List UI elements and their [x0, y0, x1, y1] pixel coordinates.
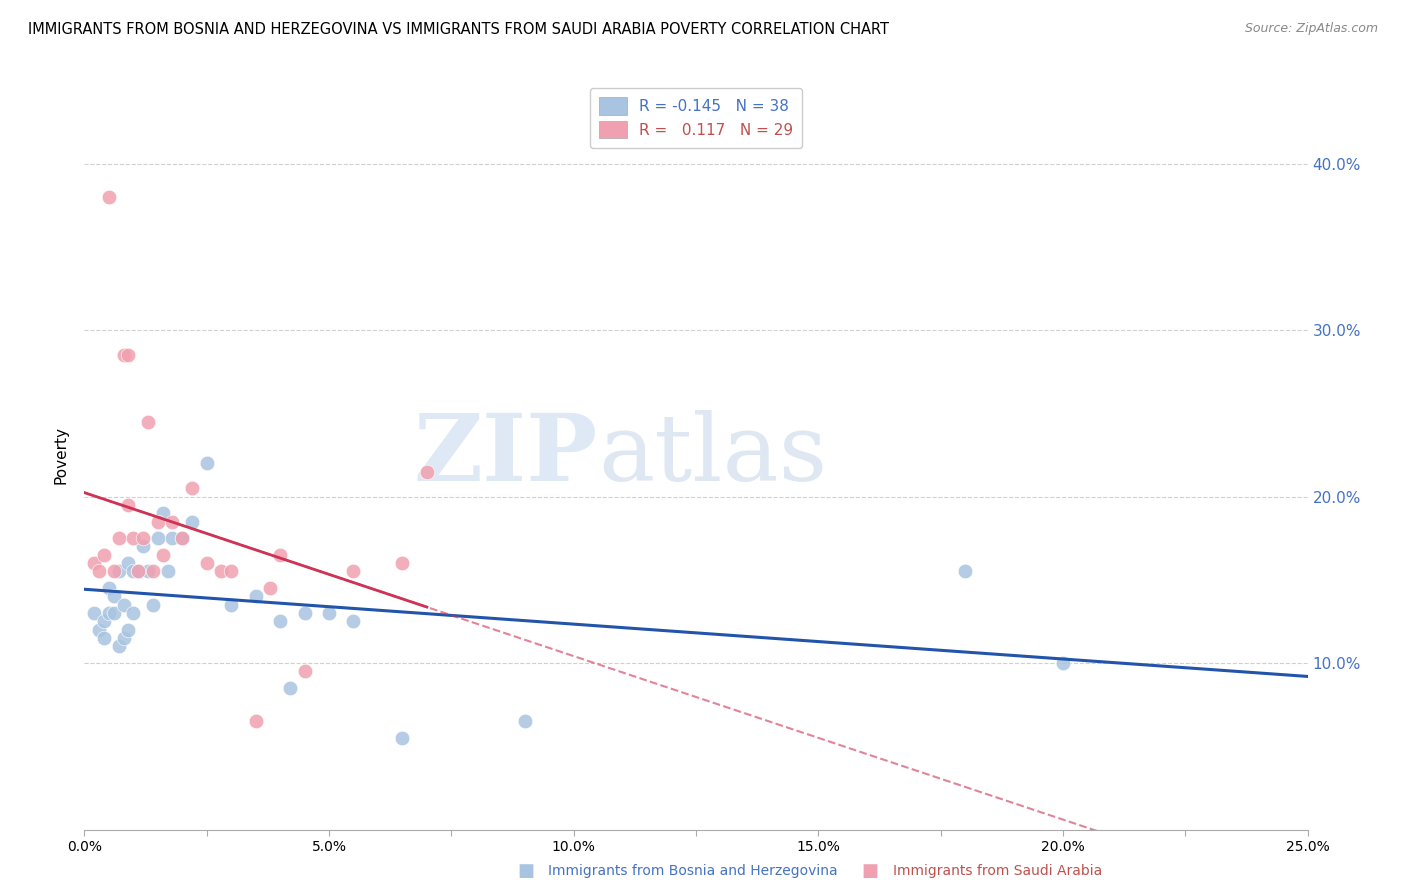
Point [294, 665, 316, 679]
Point [87, 623, 110, 637]
Point [342, 565, 364, 579]
Point [146, 515, 169, 529]
Point [127, 565, 149, 579]
Point [142, 565, 165, 579]
Point [342, 615, 364, 629]
Point [156, 565, 179, 579]
Point [93, 615, 115, 629]
Point [1052, 656, 1074, 670]
Point [122, 565, 145, 579]
Text: IMMIGRANTS FROM BOSNIA AND HERZEGOVINA VS IMMIGRANTS FROM SAUDI ARABIA POVERTY C: IMMIGRANTS FROM BOSNIA AND HERZEGOVINA V… [28, 22, 889, 37]
Point [112, 348, 135, 362]
Text: Source: ZipAtlas.com: Source: ZipAtlas.com [1244, 22, 1378, 36]
Point [83, 606, 105, 620]
Point [181, 515, 204, 529]
Point [117, 556, 139, 570]
Point [97, 581, 120, 595]
Point [83, 556, 105, 570]
Point [93, 631, 115, 645]
Point [107, 640, 129, 654]
Legend: R = -0.145   N = 38, R =   0.117   N = 29: R = -0.145 N = 38, R = 0.117 N = 29 [591, 88, 801, 148]
Point [219, 565, 242, 579]
Point [219, 598, 242, 612]
Point [136, 415, 159, 429]
Point [103, 590, 125, 604]
Point [127, 565, 149, 579]
Point [122, 531, 145, 545]
Point [181, 481, 204, 495]
Point [103, 606, 125, 620]
Point [152, 506, 174, 520]
Text: ZIP: ZIP [413, 410, 598, 500]
Point [142, 598, 165, 612]
Point [132, 531, 155, 545]
Point [172, 531, 194, 545]
Point [117, 623, 139, 637]
Point [195, 556, 218, 570]
Point [97, 606, 120, 620]
Text: Immigrants from Saudi Arabia: Immigrants from Saudi Arabia [893, 864, 1102, 879]
Point [195, 456, 218, 470]
Point [103, 565, 125, 579]
Y-axis label: Poverty: Poverty [53, 425, 69, 484]
Point [416, 465, 439, 479]
Point [87, 565, 110, 579]
Point [146, 531, 169, 545]
Point [107, 531, 129, 545]
Point [162, 515, 184, 529]
Text: ■: ■ [862, 863, 879, 880]
Point [318, 606, 340, 620]
Point [259, 581, 281, 595]
Text: atlas: atlas [598, 410, 827, 500]
Point [245, 714, 267, 729]
Point [513, 714, 536, 729]
Point [245, 590, 267, 604]
Point [107, 565, 129, 579]
Point [953, 565, 976, 579]
Point [97, 190, 120, 204]
Point [93, 548, 115, 562]
Point [391, 556, 413, 570]
Point [112, 598, 135, 612]
Point [172, 531, 194, 545]
Point [122, 606, 145, 620]
Point [269, 615, 291, 629]
Point [152, 548, 174, 562]
Point [391, 731, 413, 745]
Point [162, 531, 184, 545]
Point [132, 540, 155, 554]
Text: Immigrants from Bosnia and Herzegovina: Immigrants from Bosnia and Herzegovina [548, 864, 838, 879]
Point [278, 681, 301, 695]
Point [112, 631, 135, 645]
Point [209, 565, 232, 579]
Point [117, 498, 139, 512]
Point [136, 565, 159, 579]
Text: ■: ■ [517, 863, 534, 880]
Point [294, 606, 316, 620]
Point [269, 548, 291, 562]
Point [117, 348, 139, 362]
